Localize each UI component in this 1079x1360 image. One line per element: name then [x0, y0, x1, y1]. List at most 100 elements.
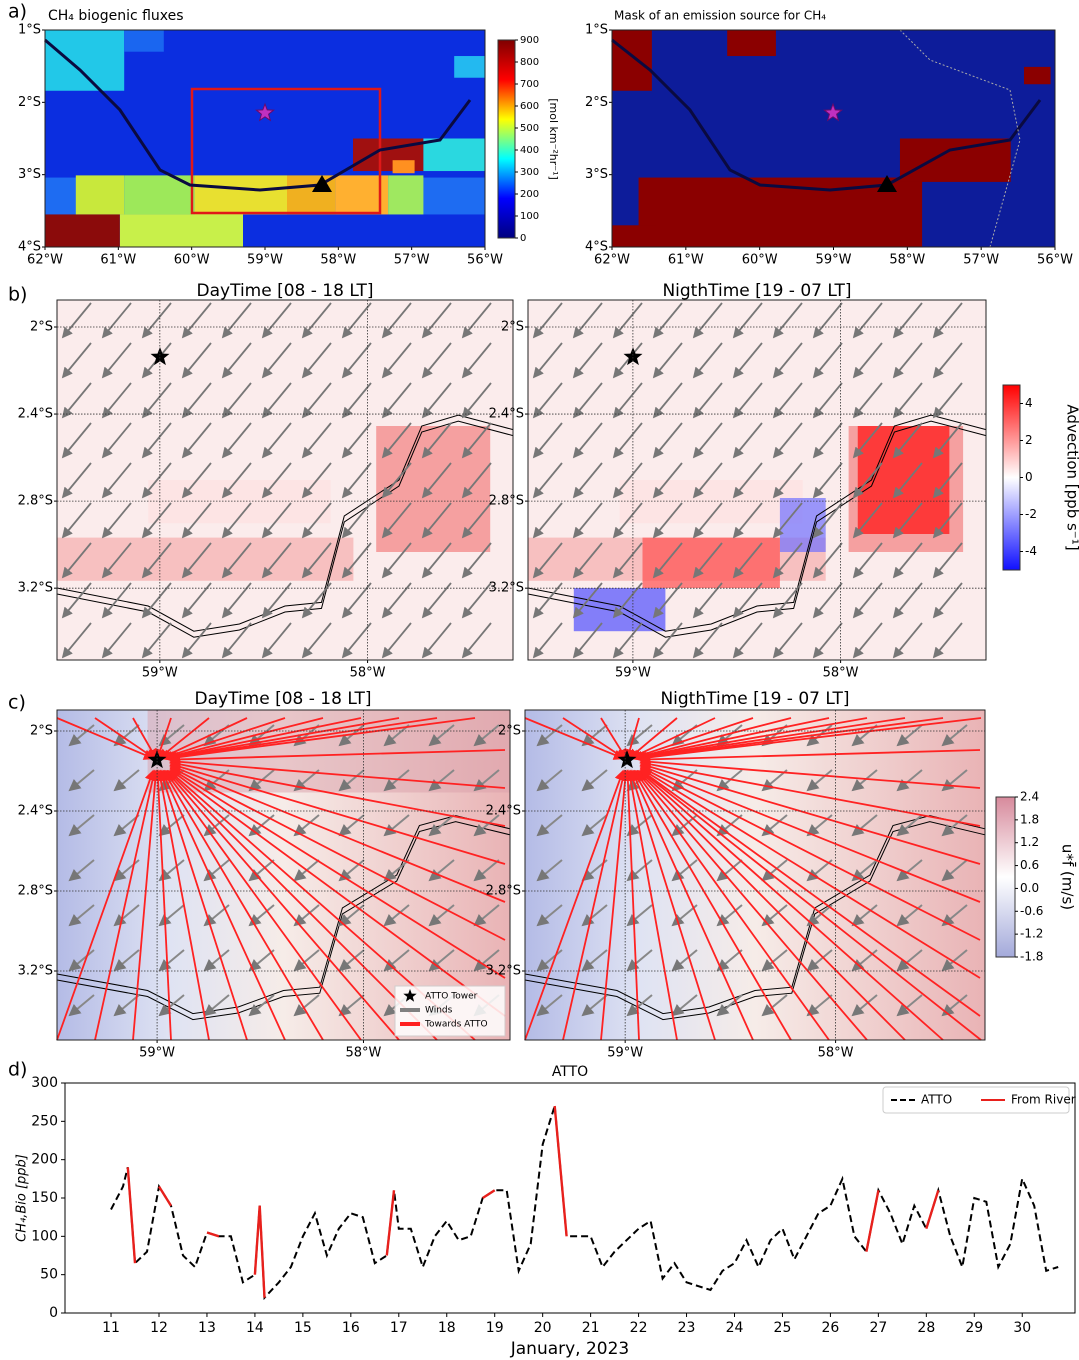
- wind-arrow: [141, 302, 172, 339]
- wind-arrow: [461, 582, 492, 619]
- wind-arrow: [338, 814, 365, 837]
- x-tick-label: 23: [678, 1320, 696, 1336]
- x-tick-label: 61°W: [100, 253, 136, 268]
- map-cell: [727, 30, 776, 57]
- towards-atto-arrow: [169, 749, 506, 765]
- wind-arrow: [158, 814, 185, 837]
- wind-arrow: [248, 949, 275, 972]
- map-cell: [388, 175, 424, 215]
- colorbar-tick-label: -4: [1025, 544, 1037, 558]
- towards-atto-arrow: [633, 717, 830, 762]
- wind-arrow: [732, 582, 763, 619]
- colorbar-tick-label: 0: [520, 233, 526, 244]
- wind-arrow: [852, 542, 883, 579]
- wind-arrow: [852, 302, 883, 339]
- tower-marker: [823, 102, 843, 122]
- wind-arrow: [536, 814, 563, 837]
- wind-arrow: [61, 382, 92, 419]
- wind-arrow: [461, 382, 492, 419]
- wind-arrow: [101, 502, 132, 539]
- wind-arrow: [101, 542, 132, 579]
- wind-arrow: [581, 949, 608, 972]
- river: [44, 38, 472, 192]
- plot-frame: [56, 709, 511, 1041]
- towards-atto-arrow: [630, 769, 754, 1041]
- y-tick-label: 4°S: [18, 240, 41, 255]
- x-tick-label: 26: [821, 1320, 839, 1336]
- wind-arrow: [141, 542, 172, 579]
- wind-arrow: [381, 302, 412, 339]
- wind-arrow: [941, 859, 968, 882]
- wind-arrow: [68, 769, 95, 792]
- wind-arrow: [141, 382, 172, 419]
- legend-marker: [403, 989, 417, 1002]
- y-tick-label: 1°S: [18, 23, 41, 38]
- wind-arrow: [461, 502, 492, 539]
- wind-arrow: [812, 502, 843, 539]
- wind-arrow: [532, 582, 563, 619]
- wind-arrow: [293, 949, 320, 972]
- wind-arrow: [851, 814, 878, 837]
- wind-arrow: [892, 622, 923, 659]
- towards-atto-arrow: [625, 769, 678, 1041]
- y-tick-label: 3.2°S: [486, 964, 521, 979]
- wind-arrow: [381, 502, 412, 539]
- wind-arrow: [61, 422, 92, 459]
- wind-arrow: [473, 859, 500, 882]
- wind-arrow: [141, 582, 172, 619]
- wind-arrow: [772, 382, 803, 419]
- wind-arrow: [113, 769, 140, 792]
- map-cell: [45, 214, 120, 247]
- legend-label: From River: [1011, 1093, 1076, 1107]
- x-tick-label: 19: [486, 1320, 504, 1336]
- wind-arrow: [892, 422, 923, 459]
- x-tick-label: 13: [198, 1320, 216, 1336]
- wind-arrow: [301, 582, 332, 619]
- wind-arrow: [932, 542, 963, 579]
- wind-arrow: [692, 542, 723, 579]
- wind-arrow: [421, 582, 452, 619]
- wind-arrow: [221, 542, 252, 579]
- legend-label: ATTO: [921, 1093, 952, 1107]
- x-tick-label: 62°W: [27, 253, 63, 268]
- wind-arrow: [896, 859, 923, 882]
- plot-frame: [527, 299, 987, 661]
- wind-arrow: [181, 342, 212, 379]
- panel-label: d): [8, 1059, 27, 1081]
- y-tick-label: 4°S: [585, 240, 608, 255]
- wind-arrow: [812, 582, 843, 619]
- wind-arrow: [932, 582, 963, 619]
- wind-arrow: [293, 994, 320, 1017]
- colorbar: [497, 39, 516, 239]
- towards-atto-arrow: [632, 769, 792, 1041]
- colorbar-tick-label: -1.8: [1020, 950, 1043, 964]
- x-tick-label: 61°W: [668, 253, 704, 268]
- wind-arrow: [341, 622, 372, 659]
- wind-arrow: [101, 462, 132, 499]
- plot-frame: [56, 299, 514, 661]
- wind-arrow: [532, 302, 563, 339]
- wind-arrow: [941, 994, 968, 1017]
- x-tick-label: 57°W: [963, 253, 999, 268]
- colorbar: [995, 796, 1016, 958]
- y-tick-label: 2°S: [18, 95, 41, 110]
- wind-arrow: [572, 582, 603, 619]
- wind-arrow: [181, 422, 212, 459]
- wind-arrow: [581, 994, 608, 1017]
- x-tick-label: 56°W: [467, 253, 503, 268]
- wind-arrow: [421, 502, 452, 539]
- towards-atto-arrow: [622, 769, 640, 1041]
- x-tick-label: 56°W: [1037, 253, 1073, 268]
- wind-arrow: [381, 422, 412, 459]
- wind-arrow: [532, 502, 563, 539]
- wind-arrow: [113, 724, 140, 747]
- river: [56, 414, 514, 632]
- wind-arrow: [652, 422, 683, 459]
- wind-arrow: [772, 302, 803, 339]
- towards-atto-arrow: [161, 717, 324, 762]
- colorbar-tick-label: -0.6: [1020, 904, 1043, 918]
- wind-arrow: [716, 859, 743, 882]
- wind-arrow: [532, 382, 563, 419]
- wind-arrow: [421, 462, 452, 499]
- wind-arrow: [852, 622, 883, 659]
